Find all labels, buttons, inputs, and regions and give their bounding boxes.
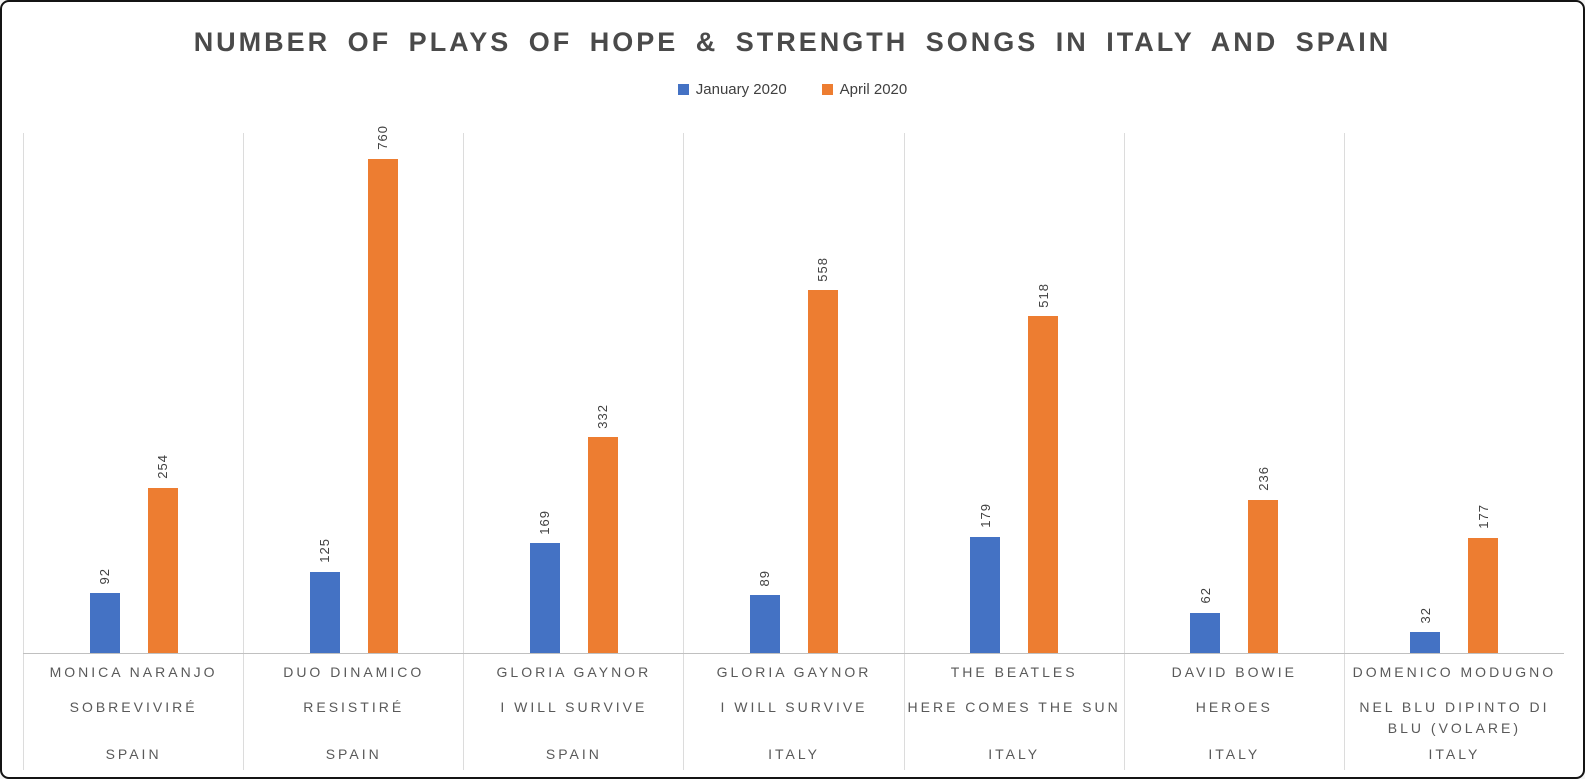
bar-group-january: 179 [970,502,1001,653]
bar-group-january: 62 [1190,587,1221,653]
category-column: 62 236 DAVID BOWIE HEROES ITALY [1123,133,1344,770]
category-label-artist: DAVID BOWIE [1171,664,1297,680]
bar-april [587,437,618,653]
bar-april [1028,316,1059,653]
category-labels: DAVID BOWIE HEROES ITALY [1125,653,1344,770]
bar-group-april: 254 [147,454,178,653]
category-labels: THE BEATLES HERE COMES THE SUN ITALY [905,653,1124,770]
bar-value-label: 254 [155,454,171,479]
bar-group-january: 89 [749,569,780,653]
bar-area: 32 177 [1345,133,1564,653]
category-column: 179 518 THE BEATLES HERE COMES THE SUN ITALY [903,133,1124,770]
bar-group-january: 169 [529,509,560,653]
bar-group-april: 332 [587,403,618,653]
category-column: 89 558 GLORIA GAYNOR I WILL SURVIVE ITALY [683,133,903,770]
legend: January 2020 April 2020 [2,81,1583,98]
bar-group-april: 518 [1028,282,1059,653]
category-label-country: ITALY [988,746,1041,762]
bar-group-january: 92 [89,567,120,653]
bar-january [309,571,340,653]
bar-value-label: 92 [97,567,113,585]
category-label-country: SPAIN [545,746,602,762]
bar-january [749,595,780,653]
bar-value-label: 760 [375,125,391,150]
bar-value-label: 32 [1417,606,1433,624]
bar-group-january: 32 [1410,606,1441,653]
bar-area: 169 332 [464,133,683,653]
category-label-artist: DOMENICO MODUGNO [1352,664,1557,680]
bar-january [1190,612,1221,653]
bar-value-label: 518 [1035,282,1051,308]
category-label-artist: DUO DINAMICO [283,664,425,680]
category-label-country: ITALY [768,746,820,762]
category-label-artist: GLORIA GAYNOR [496,664,652,680]
bar-group-april: 177 [1468,504,1499,653]
bar-value-label: 89 [757,569,773,587]
chart-plot: 92 254 MONICA NARANJO SOBREVIVIRÉ SPAIN 125 76… [23,125,1564,770]
x-axis-line [23,653,1564,654]
category-column: 169 332 GLORIA GAYNOR I WILL SURVIVE SPAIN [463,133,683,770]
category-label-country: SPAIN [325,746,382,762]
bar-area: 92 254 [24,133,243,653]
bar-january [529,543,560,653]
category-labels: MONICA NARANJO SOBREVIVIRÉ SPAIN [24,653,243,770]
category-column: 32 177 DOMENICO MODUGNO NEL BLU DIPINTO DI … [1343,133,1564,770]
legend-swatch-april-icon [821,84,833,95]
bar-value-label: 62 [1197,587,1213,604]
bar-january [970,536,1001,653]
bar-group-january: 125 [309,538,340,653]
category-label-song: HERE COMES THE SUN [907,699,1121,715]
category-label-song: RESISTIRÉ [303,699,405,715]
category-label-song: HEROES [1195,699,1273,715]
bar-value-label: 179 [977,502,993,528]
category-label-artist: THE BEATLES [950,664,1078,680]
legend-item-april: April 2020 [821,81,908,98]
legend-swatch-january-icon [677,84,689,95]
bar-value-label: 558 [815,256,831,282]
bar-area: 125 760 [244,125,463,653]
legend-label: January 2020 [695,81,787,98]
bar-january [1410,632,1441,653]
bar-group-april: 236 [1248,465,1279,653]
category-labels: DUO DINAMICO RESISTIRÉ SPAIN [244,653,463,770]
category-labels: GLORIA GAYNOR I WILL SURVIVE ITALY [684,653,903,770]
chart-title: NUMBER OF PLAYS OF HOPE & STRENGTH SONGS… [193,27,1392,57]
category-label-song: I WILL SURVIVE [500,699,648,715]
bar-area: 62 236 [1125,133,1344,653]
bar-group-april: 558 [807,256,838,653]
bar-value-label: 125 [317,538,333,563]
bar-value-label: 332 [595,403,611,429]
bar-april [1248,499,1279,653]
bar-area: 179 518 [905,133,1124,653]
bar-area: 89 558 [684,133,903,653]
bar-april [807,290,838,653]
category-label-artist: MONICA NARANJO [49,664,218,680]
category-label-song: NEL BLU DIPINTO DI BLU (VOLARE) [1359,699,1550,736]
bar-april [147,487,178,653]
category-labels: GLORIA GAYNOR I WILL SURVIVE SPAIN [464,653,683,770]
bar-april [1468,538,1499,653]
category-label-artist: GLORIA GAYNOR [716,664,872,680]
bar-group-april: 760 [367,125,398,653]
legend-item-january: January 2020 [677,81,787,98]
category-label-country: ITALY [1428,746,1481,762]
category-labels: DOMENICO MODUGNO NEL BLU DIPINTO DI BLU (… [1345,653,1564,770]
category-label-song: SOBREVIVIRÉ [69,699,198,715]
bar-value-label: 236 [1255,465,1271,491]
category-column: 125 760 DUO DINAMICO RESISTIRÉ SPAIN [243,125,463,770]
category-label-country: SPAIN [105,746,162,762]
bar-january [89,593,120,653]
category-label-song: I WILL SURVIVE [720,699,868,715]
bar-value-label: 169 [537,509,553,535]
bar-april [367,159,398,653]
category-column: 92 254 MONICA NARANJO SOBREVIVIRÉ SPAIN [23,133,243,770]
bar-value-label: 177 [1475,504,1491,529]
category-label-country: ITALY [1208,746,1261,762]
legend-label: April 2020 [839,81,908,98]
